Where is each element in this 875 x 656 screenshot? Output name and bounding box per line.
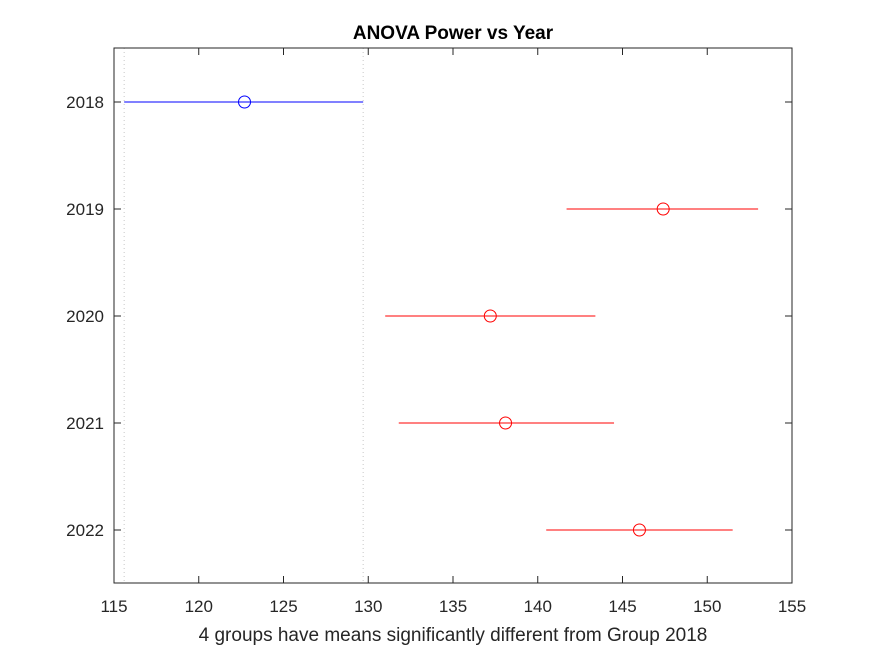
y-axis-ticks: 2018 2019 2020 2021 2022 xyxy=(66,93,792,540)
y-tick-label: 2019 xyxy=(66,200,104,219)
x-tick-label: 145 xyxy=(608,597,636,616)
mean-marker-2018 xyxy=(238,95,252,109)
mean-marker-2020 xyxy=(483,309,497,323)
chart-title: ANOVA Power vs Year xyxy=(353,23,554,44)
x-tick-label: 140 xyxy=(524,597,552,616)
y-tick-label: 2022 xyxy=(66,521,104,540)
mean-marker-2021 xyxy=(499,416,513,430)
x-tick-label: 120 xyxy=(185,597,213,616)
x-tick-label: 115 xyxy=(100,597,127,616)
x-tick-label: 125 xyxy=(269,597,297,616)
x-tick-label: 150 xyxy=(693,597,721,616)
data-marks xyxy=(124,95,759,537)
y-tick-label: 2018 xyxy=(66,93,104,112)
x-axis-ticks: 115 120 125 130 135 140 145 150 155 xyxy=(100,48,806,616)
y-tick-label: 2020 xyxy=(66,307,104,326)
y-tick-label: 2021 xyxy=(66,414,104,433)
x-tick-label: 130 xyxy=(354,597,382,616)
mean-marker-2022 xyxy=(632,523,646,537)
mean-marker-2019 xyxy=(656,202,670,216)
x-tick-label: 135 xyxy=(439,597,467,616)
x-tick-label: 155 xyxy=(778,597,806,616)
x-axis-label: 4 groups have means significantly differ… xyxy=(199,625,708,646)
